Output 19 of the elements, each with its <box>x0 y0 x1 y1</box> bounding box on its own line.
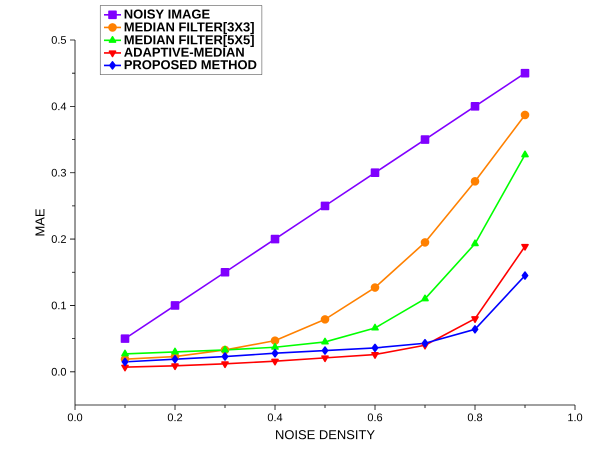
x-tick-label: 0.2 <box>168 414 182 422</box>
x-tick-label: 0.0 <box>68 414 82 422</box>
y-tick-label: 0.4 <box>52 102 66 110</box>
y-tick-label: 0.3 <box>52 168 66 177</box>
x-tick-label: 0.6 <box>368 414 382 422</box>
y-tick-label: 0.5 <box>52 36 66 44</box>
y-tick-label: 0.2 <box>52 235 66 243</box>
x-tick-label: 0.4 <box>268 414 282 422</box>
y-axis-title: MAE <box>36 209 44 236</box>
legend-label: PROPOSED METHOD <box>124 60 256 70</box>
x-tick-label: 0.8 <box>468 414 482 422</box>
y-tick-label: 0.0 <box>52 368 66 376</box>
x-axis-title: NOISE DENSITY <box>276 430 375 440</box>
legend-label: ADAPTIVE-MEDIAN <box>124 48 244 57</box>
y-tick-label: 0.1 <box>52 302 66 310</box>
legend-label: MEDIAN FILTER[3X3] <box>124 22 254 34</box>
legend-label: NOISY IMAGE <box>124 9 210 19</box>
legend-label: MEDIAN FILTER[5X5] <box>124 34 254 47</box>
x-tick-label: 1.0 <box>568 414 582 422</box>
